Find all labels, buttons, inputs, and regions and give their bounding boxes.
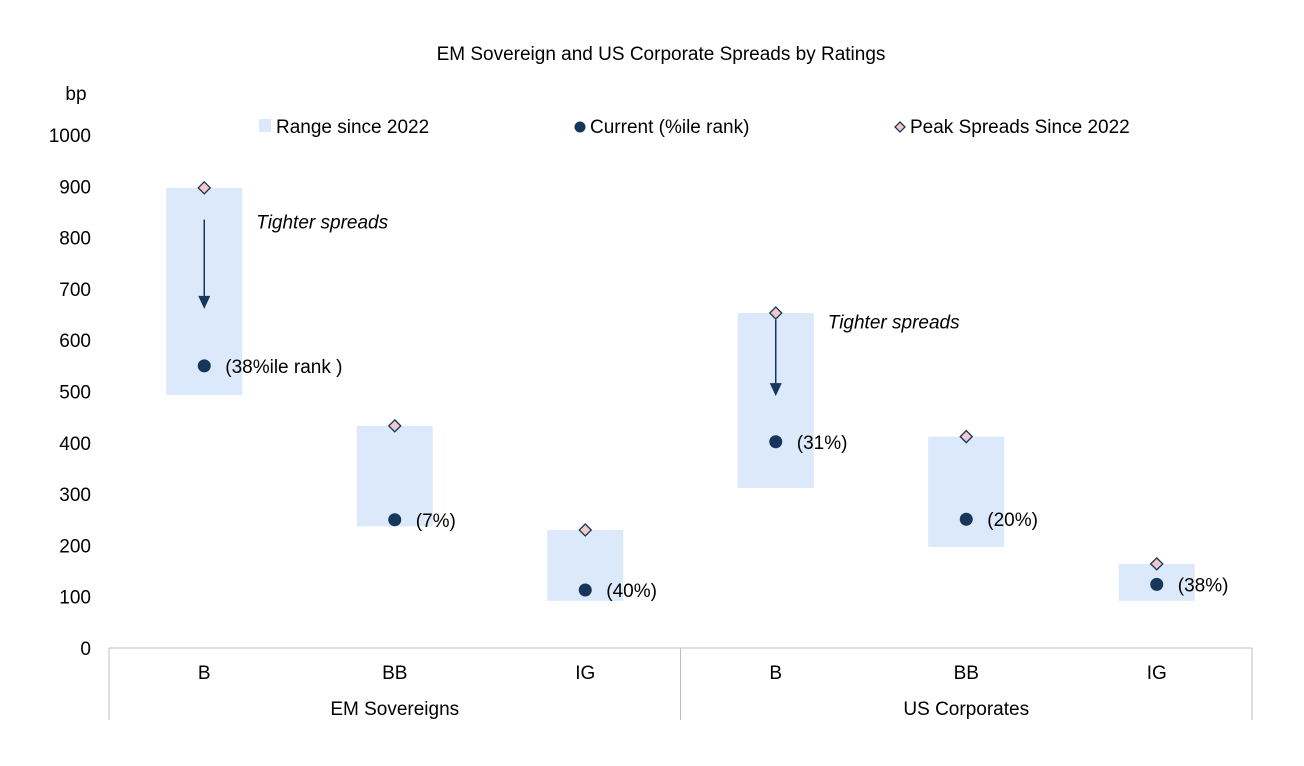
y-tick-label: 900 [59,177,91,198]
y-tick-label: 1000 [49,126,91,147]
rank-label: (31%) [797,433,848,454]
legend-peak-marker [894,121,906,133]
current-dot [197,359,211,373]
current-dot [959,512,973,526]
tighter-arrow-head [769,383,782,397]
peak-marker [197,180,212,195]
y-axis-label: bp [65,84,86,105]
group-label: EM Sovereigns [330,699,459,720]
y-tick-label: 400 [59,434,91,455]
y-tick-label: 800 [59,229,91,250]
range-bar [356,425,433,527]
rank-label: (7%) [416,511,456,532]
x-tick-label: BB [382,663,407,684]
legend: Range since 2022 Current (%ile rank) Pea… [259,117,1130,138]
legend-current-marker [574,121,586,133]
x-tick-label: B [769,663,782,684]
current-dot [578,583,592,597]
rank-label: (20%) [987,510,1038,531]
y-tick-label: 0 [80,639,91,660]
chart-title: EM Sovereign and US Corporate Spreads by… [437,44,886,65]
legend-current-label: Current (%ile rank) [590,117,749,138]
legend-range-label: Range since 2022 [276,117,429,138]
y-tick-label: 300 [59,485,91,506]
y-tick-label: 500 [59,383,91,404]
peak-marker [387,418,402,433]
x-tick-label: IG [1147,663,1167,684]
peak-marker [1149,556,1164,571]
current-dot [1150,577,1164,591]
legend-peak-label: Peak Spreads Since 2022 [910,117,1130,138]
rank-label: (38%ile rank ) [225,357,342,378]
x-tick-label: IG [575,663,595,684]
plot-area: 0 100 200 300 400 500 600 700 800 900 1000 (38%ile … [49,126,1253,720]
rank-label: (40%) [606,581,657,602]
annotation-text: Tighter spreads [256,213,388,234]
y-tick-label: 100 [59,588,91,609]
current-dot [388,513,402,527]
legend-range-swatch [259,119,271,132]
tighter-arrow-head [198,295,211,309]
y-tick-label: 200 [59,536,91,557]
rank-label: (38%) [1178,575,1229,596]
group-label: US Corporates [903,699,1029,720]
peak-marker [578,523,593,537]
peak-marker [959,429,974,444]
x-tick-label: B [198,663,211,684]
range-bar [928,436,1005,547]
current-dot [769,435,783,449]
peak-marker [768,306,783,320]
x-tick-label: BB [954,663,979,684]
y-tick-label: 600 [59,331,91,352]
annotation-text: Tighter spreads [828,313,960,334]
y-tick-label: 700 [59,280,91,301]
